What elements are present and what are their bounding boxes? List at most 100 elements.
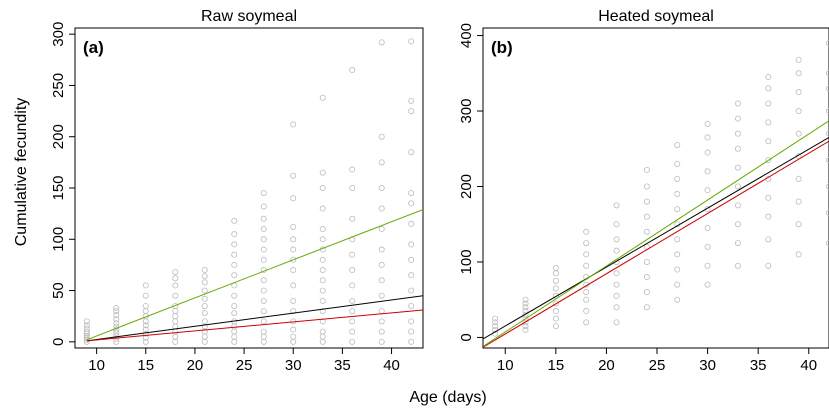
data-point (826, 70, 829, 77)
y-tick-label: 250 (50, 73, 67, 98)
data-point (552, 277, 559, 284)
data-point (674, 175, 681, 182)
data-point (319, 308, 326, 315)
series-line (86, 295, 423, 342)
data-point (734, 100, 741, 107)
data-point (83, 325, 90, 332)
data-point (704, 149, 711, 156)
data-point (83, 336, 90, 343)
data-point (826, 85, 829, 92)
data-point (113, 316, 120, 323)
data-layer (83, 38, 423, 345)
data-point (378, 39, 385, 46)
data-point (319, 277, 326, 284)
data-point (734, 145, 741, 152)
data-point (378, 328, 385, 335)
data-point (408, 149, 415, 156)
series-line (86, 209, 423, 341)
data-point (201, 310, 208, 317)
data-point (795, 56, 802, 63)
data-point (290, 297, 297, 304)
data-point (231, 272, 238, 279)
data-point (734, 240, 741, 247)
data-point (142, 326, 149, 333)
panel-2: Heated soymeal(b)10 15 20 25 30 35 40010020030… (458, 8, 829, 374)
series-line (483, 120, 829, 347)
data-point (378, 277, 385, 284)
data-point (613, 304, 620, 311)
data-point (643, 166, 650, 173)
data-point (113, 329, 120, 336)
data-point (583, 308, 590, 315)
plot-frame (74, 27, 424, 349)
data-point (83, 318, 90, 325)
data-point (172, 318, 179, 325)
data-point (113, 320, 120, 327)
data-point (643, 289, 650, 296)
data-point (201, 287, 208, 294)
data-point (552, 323, 559, 330)
data-point (349, 328, 356, 335)
data-point (583, 319, 590, 326)
data-point (826, 183, 829, 190)
data-point (378, 246, 385, 253)
data-point (113, 308, 120, 315)
data-point (552, 315, 559, 322)
data-point (408, 338, 415, 345)
data-point (260, 256, 267, 263)
data-point (765, 262, 772, 269)
x-tick-label: 20 (187, 357, 204, 374)
data-point (734, 202, 741, 209)
data-point (552, 270, 559, 277)
data-point (613, 281, 620, 288)
data-point (260, 318, 267, 325)
data-point (231, 328, 238, 335)
data-point (319, 94, 326, 101)
data-point (378, 308, 385, 315)
x-tick-label: 40 (383, 357, 400, 374)
data-point (765, 194, 772, 201)
series-line (483, 137, 829, 340)
data-point (674, 251, 681, 258)
data-point (643, 198, 650, 205)
data-point (795, 198, 802, 205)
data-point (583, 296, 590, 303)
data-point (378, 133, 385, 140)
data-point (378, 159, 385, 166)
panel-label: (b) (491, 38, 513, 57)
data-point (674, 160, 681, 167)
data-point (349, 184, 356, 191)
data-point (378, 292, 385, 299)
data-point (613, 202, 620, 209)
data-point (319, 184, 326, 191)
data-point (643, 213, 650, 220)
data-point (408, 328, 415, 335)
data-point (113, 323, 120, 330)
data-point (613, 319, 620, 326)
data-point (142, 322, 149, 329)
data-point (172, 313, 179, 320)
data-point (290, 256, 297, 263)
data-point (201, 279, 208, 286)
x-tick-label: 15 (137, 357, 154, 374)
data-point (643, 228, 650, 235)
data-point (260, 246, 267, 253)
data-point (260, 226, 267, 233)
data-point (290, 267, 297, 274)
data-point (826, 157, 829, 164)
data-point (522, 315, 529, 322)
data-point (113, 338, 120, 345)
data-point (408, 287, 415, 294)
data-point (349, 251, 356, 258)
x-tick-label: 20 (598, 357, 615, 374)
data-point (349, 282, 356, 289)
data-point (795, 108, 802, 115)
data-point (552, 308, 559, 315)
data-point (408, 272, 415, 279)
data-point (260, 277, 267, 284)
data-point (674, 191, 681, 198)
data-point (290, 308, 297, 315)
data-point (290, 223, 297, 230)
data-point (319, 256, 326, 263)
data-point (408, 256, 415, 263)
